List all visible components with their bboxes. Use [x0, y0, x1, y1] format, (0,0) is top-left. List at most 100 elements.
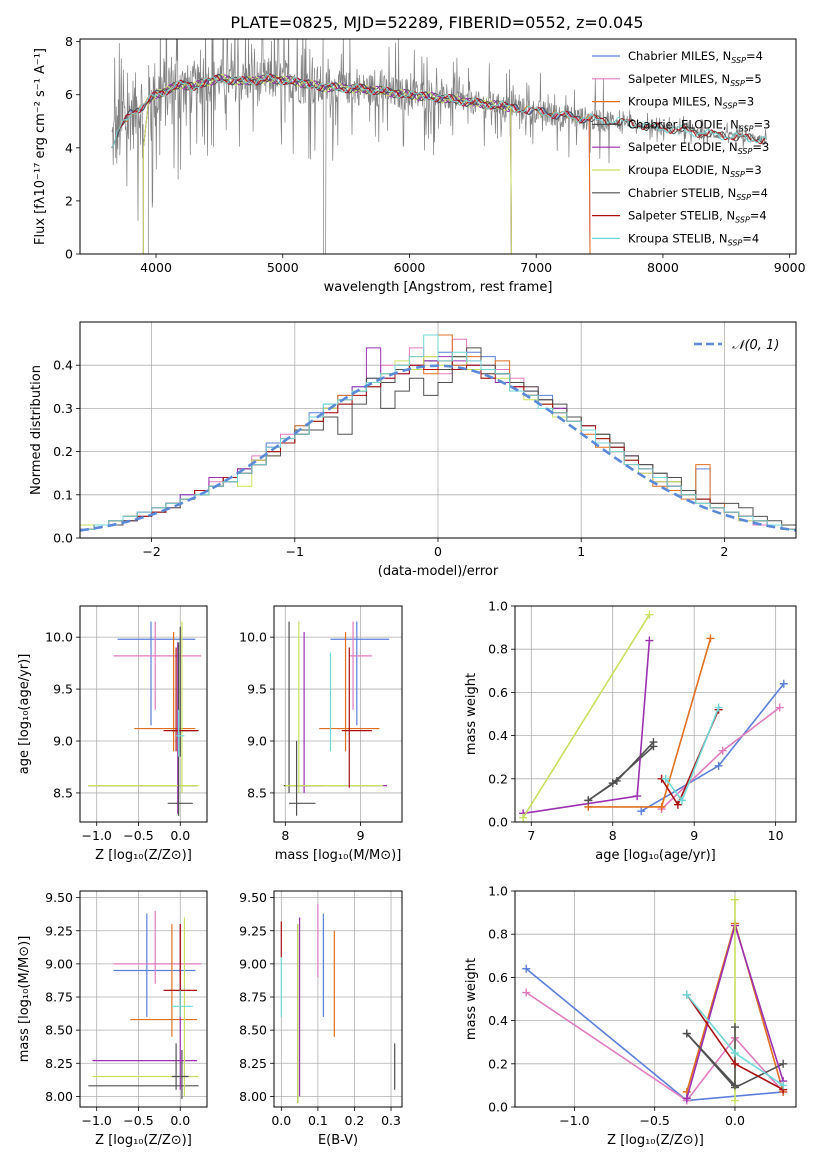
legend-label-sub: SSP: [735, 216, 750, 225]
mass_z-ytick-label: 8.25: [45, 1056, 73, 1071]
mw_age-ytick-label: 0.4: [488, 728, 508, 743]
mw_z-xtick-label: 0.0: [725, 1113, 745, 1128]
age_z-xtick-label: −0.5: [123, 828, 153, 843]
mw_z-point-marker: [682, 1094, 691, 1103]
mass_ebv-plot-area: [280, 904, 396, 1104]
age_z-axes: −1.0 −0.5 0.0 8.5 9.0 9.5 10.0 Z [log₁₀(Z/Z⊙)] a…: [17, 605, 208, 863]
spectrum-ytick-label: 0: [65, 247, 73, 262]
age_z-ytick-label: 8.5: [53, 785, 73, 800]
residuals-xtick-label: 0: [434, 544, 442, 559]
legend-label-main: Kroupa ELODIE, N: [628, 163, 730, 177]
mw_z-point-marker: [682, 1029, 691, 1038]
legend-label-main: Kroupa MILES, N: [628, 95, 723, 109]
mass_z-panel: −1.0 −0.5 0.0 8.00 8.25 8.50 8.75 9.00 9.25 9.50 Z…: [17, 890, 208, 1148]
age_z-ytick-label: 10.0: [45, 630, 73, 645]
age_mass-ytick-label: 9.5: [247, 682, 267, 697]
mass_ebv-frame: [273, 890, 403, 1108]
spectrum-ylabel: Flux [fλ10⁻¹⁷ erg cm⁻² s⁻¹ A⁻¹]: [33, 48, 48, 245]
mw_z-point-marker: [730, 1081, 739, 1090]
mw_age-ytick-label: 1.0: [488, 599, 508, 614]
mw_age-point-marker: [677, 796, 686, 805]
mw_age-point-marker: [661, 774, 670, 783]
legend-label-tail: =4: [742, 231, 759, 245]
mw_age-series-line: [522, 614, 651, 819]
mw_age-point-marker: [519, 813, 528, 822]
age_mass-ytick-label: 8.5: [247, 785, 267, 800]
age_mass-axes: 8 9 8.5 9.0 9.5 10.0 mass [log₁₀(M/M⊙)]: [239, 605, 403, 863]
legend-label-tail: =4: [751, 186, 768, 200]
mw_age-xtick-label: 10: [768, 828, 784, 843]
legend-label-main: Salpeter MILES, N: [628, 72, 730, 86]
residuals-xlabel: (data-model)/error: [378, 564, 499, 579]
age_mass-xtick-label: 8: [281, 828, 289, 843]
mw_age-point-marker: [714, 703, 723, 712]
legend-label-sub: SSP: [730, 170, 745, 179]
legend-label-sub: SSP: [736, 193, 751, 202]
legend-label-tail: =3: [745, 163, 762, 177]
mw_age-xtick-label: 7: [527, 828, 535, 843]
legend-label-tail: =3: [752, 140, 769, 154]
mw_z-point-marker: [779, 1081, 788, 1090]
mw_age-point-marker: [673, 800, 682, 809]
legend-label: Kroupa STELIB, NSSP=4: [628, 231, 759, 247]
residuals-panel: −2 −1 0 1 2 0.0 0.1 0.2 0.3 0.4 (data-model)/error…: [29, 321, 797, 579]
age_z-plot-area: [88, 621, 202, 816]
spectrum-panel: 4000 5000 6000 7000 8000 9000 0 2 4 6 8 wavelength …: [33, 34, 806, 295]
age_mass-xlabel: mass [log₁₀(M/M⊙)]: [275, 848, 402, 863]
age_z-frame: [79, 605, 208, 823]
legend-label-main: Kroupa STELIB, N: [628, 231, 728, 245]
mw_z-point-marker: [522, 988, 531, 997]
mw_age-xlabel: age [log₁₀(age/yr)]: [595, 848, 716, 863]
residuals-ytick-label: 0.4: [53, 358, 73, 373]
mass_ebv-xtick-label: 0.2: [345, 1113, 365, 1128]
mw_z-ytick-label: 0.6: [488, 970, 508, 985]
spectrum-model-line: [111, 73, 767, 149]
mw_age-ytick-label: 0.2: [488, 771, 508, 786]
mw_z-panel: −1.0 −0.5 0.0 0.0 0.2 0.4 0.6 0.8 1.0 Z [log₁₀(Z/…: [464, 884, 797, 1148]
residuals-xtick-label: −1: [286, 544, 304, 559]
mw_z-plot-area: [522, 895, 788, 1105]
legend-label-tail: =4: [746, 49, 763, 63]
mw_z-ylabel: mass weight: [464, 958, 479, 1040]
legend-label-tail: =3: [737, 95, 754, 109]
legend-label-tail: =4: [750, 209, 767, 223]
spectrum-xtick-label: 4000: [140, 260, 172, 275]
spectrum-xtick-label: 9000: [774, 260, 806, 275]
mass_z-ytick-label: 8.50: [45, 1023, 73, 1038]
age_mass-xtick-label: 9: [357, 828, 365, 843]
mass_z-plot-area: [88, 910, 202, 1100]
age_z-xtick-label: −1.0: [82, 828, 112, 843]
mass_z-ytick-label: 8.00: [45, 1089, 73, 1104]
mass_z-xtick-label: −1.0: [82, 1113, 112, 1128]
mass_z-xtick-label: 0.0: [170, 1113, 190, 1128]
mass_z-frame: [79, 890, 208, 1108]
legend-label: Chabrier ELODIE, NSSP=3: [628, 117, 770, 133]
normal-curve: [80, 364, 796, 532]
mw_age-panel: 7 8 9 10 0.0 0.2 0.4 0.6 0.8 1.0 age [log₁₀(age/yr…: [464, 599, 797, 863]
spectrum-ytick-label: 8: [65, 34, 73, 49]
spectrum-xtick-label: 7000: [520, 260, 552, 275]
legend-label-sub: SSP: [723, 102, 738, 111]
mw_age-point-marker: [584, 796, 593, 805]
mw_z-point-marker: [522, 964, 531, 973]
age_z-ytick-label: 9.0: [53, 734, 73, 749]
mass_ebv-ytick-label: 8.50: [239, 1023, 267, 1038]
age_z-panel: −1.0 −0.5 0.0 8.5 9.0 9.5 10.0 Z [log₁₀(Z/Z⊙)] a…: [17, 605, 208, 863]
mw_age-xtick-label: 8: [609, 828, 617, 843]
mass_z-ytick-label: 9.50: [45, 890, 73, 905]
mass_z-ytick-label: 8.75: [45, 990, 73, 1005]
mw_z-ytick-label: 0.2: [488, 1056, 508, 1071]
mass_ebv-ytick-label: 8.25: [239, 1056, 267, 1071]
mw_age-frame: [514, 605, 797, 823]
normal-legend-label: 𝒩(0, 1): [732, 338, 779, 353]
legend-label: Kroupa ELODIE, NSSP=3: [628, 163, 762, 179]
age_z-ytick-label: 9.5: [53, 682, 73, 697]
mw_z-ytick-label: 0.8: [488, 927, 508, 942]
mass_ebv-xtick-label: 0.3: [381, 1113, 401, 1128]
mw_z-ytick-label: 0.4: [488, 1013, 508, 1028]
mw_age-point-marker: [706, 634, 715, 643]
mw_z-series-line: [525, 991, 784, 1102]
legend-label-main: Salpeter ELODIE, N: [628, 140, 738, 154]
mw_age-plot-area: [519, 610, 788, 822]
